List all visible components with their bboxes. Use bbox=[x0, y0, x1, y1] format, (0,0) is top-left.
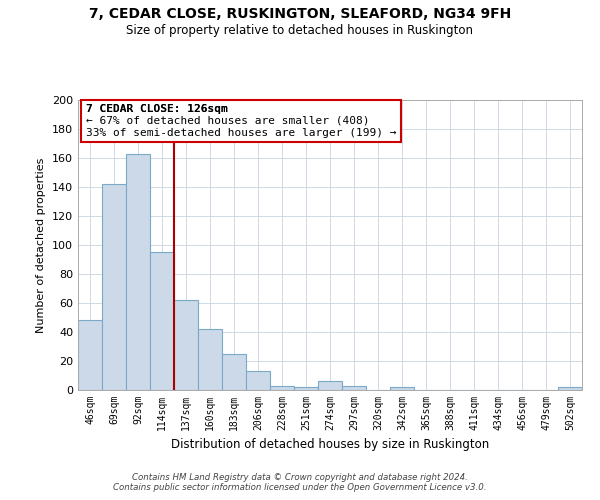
Text: 7, CEDAR CLOSE, RUSKINGTON, SLEAFORD, NG34 9FH: 7, CEDAR CLOSE, RUSKINGTON, SLEAFORD, NG… bbox=[89, 8, 511, 22]
Bar bbox=[246, 371, 270, 390]
Bar bbox=[150, 252, 174, 390]
Bar bbox=[102, 184, 126, 390]
Bar bbox=[270, 386, 294, 390]
Bar bbox=[78, 320, 102, 390]
Bar bbox=[294, 387, 318, 390]
Bar bbox=[198, 329, 222, 390]
Text: 7 CEDAR CLOSE: 126sqm
← 67% of detached houses are smaller (408)
33% of semi-det: 7 CEDAR CLOSE: 126sqm ← 67% of detached … bbox=[86, 104, 396, 138]
Text: Contains HM Land Registry data © Crown copyright and database right 2024.
Contai: Contains HM Land Registry data © Crown c… bbox=[113, 473, 487, 492]
Bar bbox=[558, 387, 582, 390]
Bar bbox=[126, 154, 150, 390]
Bar bbox=[222, 354, 246, 390]
Text: Size of property relative to detached houses in Ruskington: Size of property relative to detached ho… bbox=[127, 24, 473, 37]
Y-axis label: Number of detached properties: Number of detached properties bbox=[37, 158, 46, 332]
Bar bbox=[174, 300, 198, 390]
X-axis label: Distribution of detached houses by size in Ruskington: Distribution of detached houses by size … bbox=[171, 438, 489, 452]
Bar bbox=[390, 387, 414, 390]
Bar bbox=[318, 382, 342, 390]
Text: 7 CEDAR CLOSE: 126sqm: 7 CEDAR CLOSE: 126sqm bbox=[86, 104, 227, 115]
Bar bbox=[342, 386, 366, 390]
